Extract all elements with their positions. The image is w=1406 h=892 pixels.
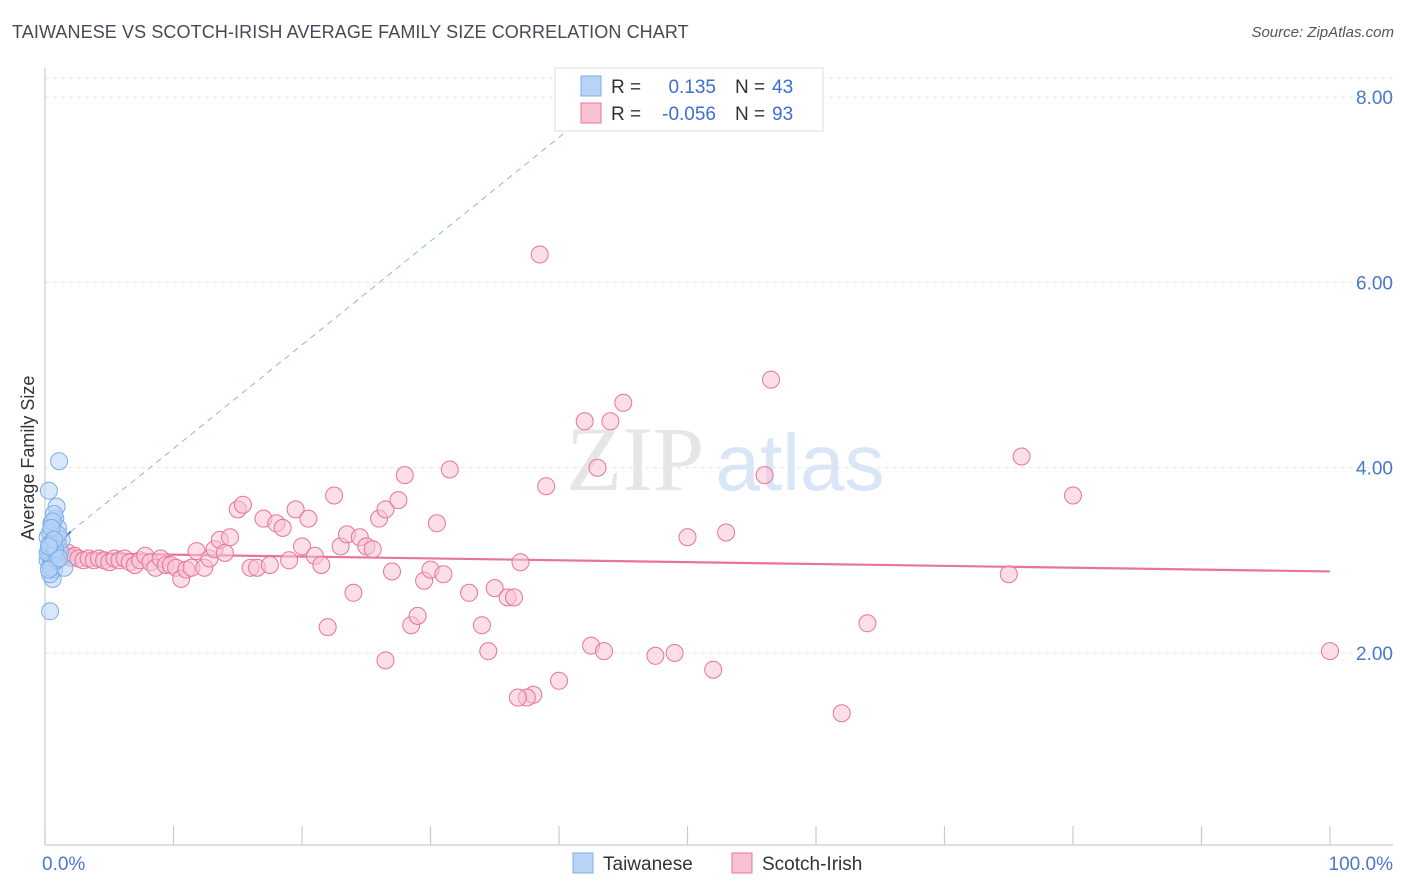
point-scotch-irish-96: [665, 644, 684, 662]
point-scotch-irish-78: [537, 477, 556, 496]
point-scotch-irish-94: [1064, 486, 1082, 505]
legend-n-label-scotch-irish: N =: [735, 104, 765, 125]
point-scotch-irish-97: [646, 646, 665, 665]
point-scotch-irish-63: [395, 466, 414, 485]
bottom-legend-swatch-taiwanese: [572, 852, 594, 874]
point-scotch-irish-70: [440, 460, 459, 479]
point-scotch-irish-69: [434, 565, 453, 584]
point-scotch-irish-65: [408, 606, 427, 625]
point-scotch-irish-36: [221, 528, 239, 547]
point-scotch-irish-101: [508, 688, 527, 707]
y-tick-label-1: 4.00: [1356, 459, 1393, 480]
point-scotch-irish-46: [286, 500, 305, 519]
point-taiwanese-39: [50, 549, 69, 568]
point-taiwanese-34: [39, 560, 58, 579]
point-scotch-irish-102: [479, 642, 498, 661]
chart-title: TAIWANESE VS SCOTCH-IRISH AVERAGE FAMILY…: [12, 22, 689, 42]
point-scotch-irish-35: [215, 543, 234, 562]
point-scotch-irish-52: [325, 486, 344, 505]
point-scotch-irish-82: [614, 393, 633, 412]
point-scotch-irish-45: [280, 551, 299, 570]
point-scotch-irish-99: [595, 642, 613, 661]
point-scotch-irish-83: [530, 245, 549, 264]
trend-line-taiwanese-extended: [70, 105, 598, 532]
point-taiwanese-42: [39, 537, 58, 556]
legend-r-value-scotch-irish: -0.056: [662, 104, 716, 125]
point-scotch-irish-62: [389, 491, 408, 510]
point-scotch-irish-58: [363, 540, 382, 559]
point-taiwanese-9: [50, 452, 69, 471]
point-scotch-irish-48: [299, 509, 318, 528]
point-scotch-irish-73: [485, 579, 504, 598]
point-scotch-irish-81: [601, 412, 620, 431]
x-tick-labels: 0.0% 100.0%: [42, 854, 1393, 875]
point-scotch-irish-86: [704, 660, 723, 679]
point-scotch-irish-79: [550, 671, 568, 690]
point-scotch-irish-38: [233, 495, 252, 514]
point-taiwanese-7: [39, 481, 58, 500]
top-legend: R = 0.135 N = 43 R = -0.056 N = 93: [554, 67, 824, 132]
point-taiwanese-10: [41, 602, 60, 621]
point-scotch-irish-95: [1321, 642, 1339, 661]
legend-n-value-scotch-irish: 93: [772, 104, 793, 125]
point-scotch-irish-80: [575, 412, 594, 431]
legend-swatch-taiwanese: [580, 75, 602, 97]
point-scotch-irish-47: [293, 537, 311, 556]
x-tick-label-0: 0.0%: [42, 854, 85, 875]
point-scotch-irish-72: [472, 616, 491, 635]
point-scotch-irish-103: [376, 651, 395, 670]
point-scotch-irish-92: [999, 565, 1018, 584]
legend-n-label-taiwanese: N =: [735, 77, 765, 98]
point-scotch-irish-93: [1012, 447, 1031, 466]
legend-n-value-taiwanese: 43: [772, 77, 793, 98]
point-scotch-irish-85: [678, 528, 697, 547]
point-scotch-irish-60: [376, 500, 395, 519]
point-scotch-irish-88: [755, 466, 774, 485]
axes: [44, 68, 1393, 846]
point-scotch-irish-84: [588, 458, 607, 477]
bottom-legend-label-scotch-irish: Scotch-Irish: [762, 854, 862, 875]
point-scotch-irish-61: [383, 562, 401, 581]
watermark-atlas-text: atlas: [716, 418, 885, 507]
point-scotch-irish-87: [717, 523, 736, 542]
point-scotch-irish-76: [511, 553, 530, 572]
point-scotch-irish-68: [427, 514, 446, 533]
bottom-legend: Taiwanese Scotch-Irish: [572, 852, 862, 875]
point-scotch-irish-50: [312, 556, 331, 574]
bottom-legend-swatch-scotch-irish: [731, 852, 753, 874]
point-scotch-irish-51: [318, 618, 337, 637]
y-tick-labels: 2.00 4.00 6.00 8.00: [1356, 88, 1393, 665]
x-tick-label-1: 100.0%: [1329, 854, 1394, 875]
point-scotch-irish-75: [505, 588, 523, 607]
legend-r-label-taiwanese: R =: [611, 77, 641, 98]
y-tick-label-0: 2.00: [1356, 644, 1393, 665]
point-scotch-irish-90: [832, 704, 851, 723]
legend-r-label-scotch-irish: R =: [611, 104, 641, 125]
y-axis-label: Average Family Size: [18, 376, 38, 541]
point-scotch-irish-55: [344, 583, 363, 602]
point-scotch-irish-44: [273, 518, 292, 537]
point-scotch-irish-89: [762, 370, 780, 389]
y-tick-label-2: 6.00: [1356, 273, 1393, 294]
legend-r-value-taiwanese: 0.135: [668, 77, 716, 98]
trend-line-scotch-irish: [51, 551, 1331, 573]
point-scotch-irish-42: [260, 556, 279, 574]
point-scotch-irish-91: [858, 614, 877, 633]
data-points: [38, 245, 1339, 723]
chart-source: Source: ZipAtlas.com: [1251, 24, 1394, 41]
legend-swatch-scotch-irish: [580, 102, 602, 124]
y-tick-label-3: 8.00: [1356, 88, 1393, 109]
bottom-legend-label-taiwanese: Taiwanese: [603, 854, 693, 875]
point-scotch-irish-71: [460, 583, 479, 602]
